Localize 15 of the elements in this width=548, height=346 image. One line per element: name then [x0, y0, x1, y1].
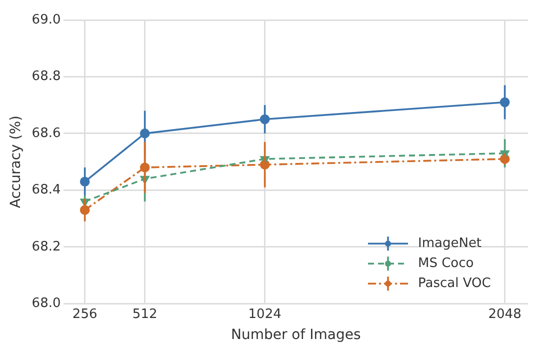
- x-tick-label: 512: [132, 306, 158, 322]
- legend-label: Pascal VOC: [418, 276, 491, 291]
- x-tick-label: 2048: [488, 306, 522, 322]
- y-tick-label: 68.8: [32, 69, 61, 84]
- y-axis-title: Accuracy (%): [8, 116, 24, 208]
- y-tick-label: 68.0: [32, 296, 61, 311]
- legend-label: MS Coco: [418, 256, 474, 271]
- y-tick-label: 69.0: [32, 12, 61, 28]
- y-tick-label: 68.6: [32, 126, 61, 141]
- legend-label: ImageNet: [418, 236, 482, 251]
- x-axis-title: Number of Images: [230, 327, 361, 344]
- y-tick-label: 68.4: [32, 182, 61, 198]
- x-tick-label: 256: [72, 306, 98, 322]
- x-tick-label: 1024: [248, 306, 282, 322]
- y-tick-label: 68.2: [32, 239, 61, 254]
